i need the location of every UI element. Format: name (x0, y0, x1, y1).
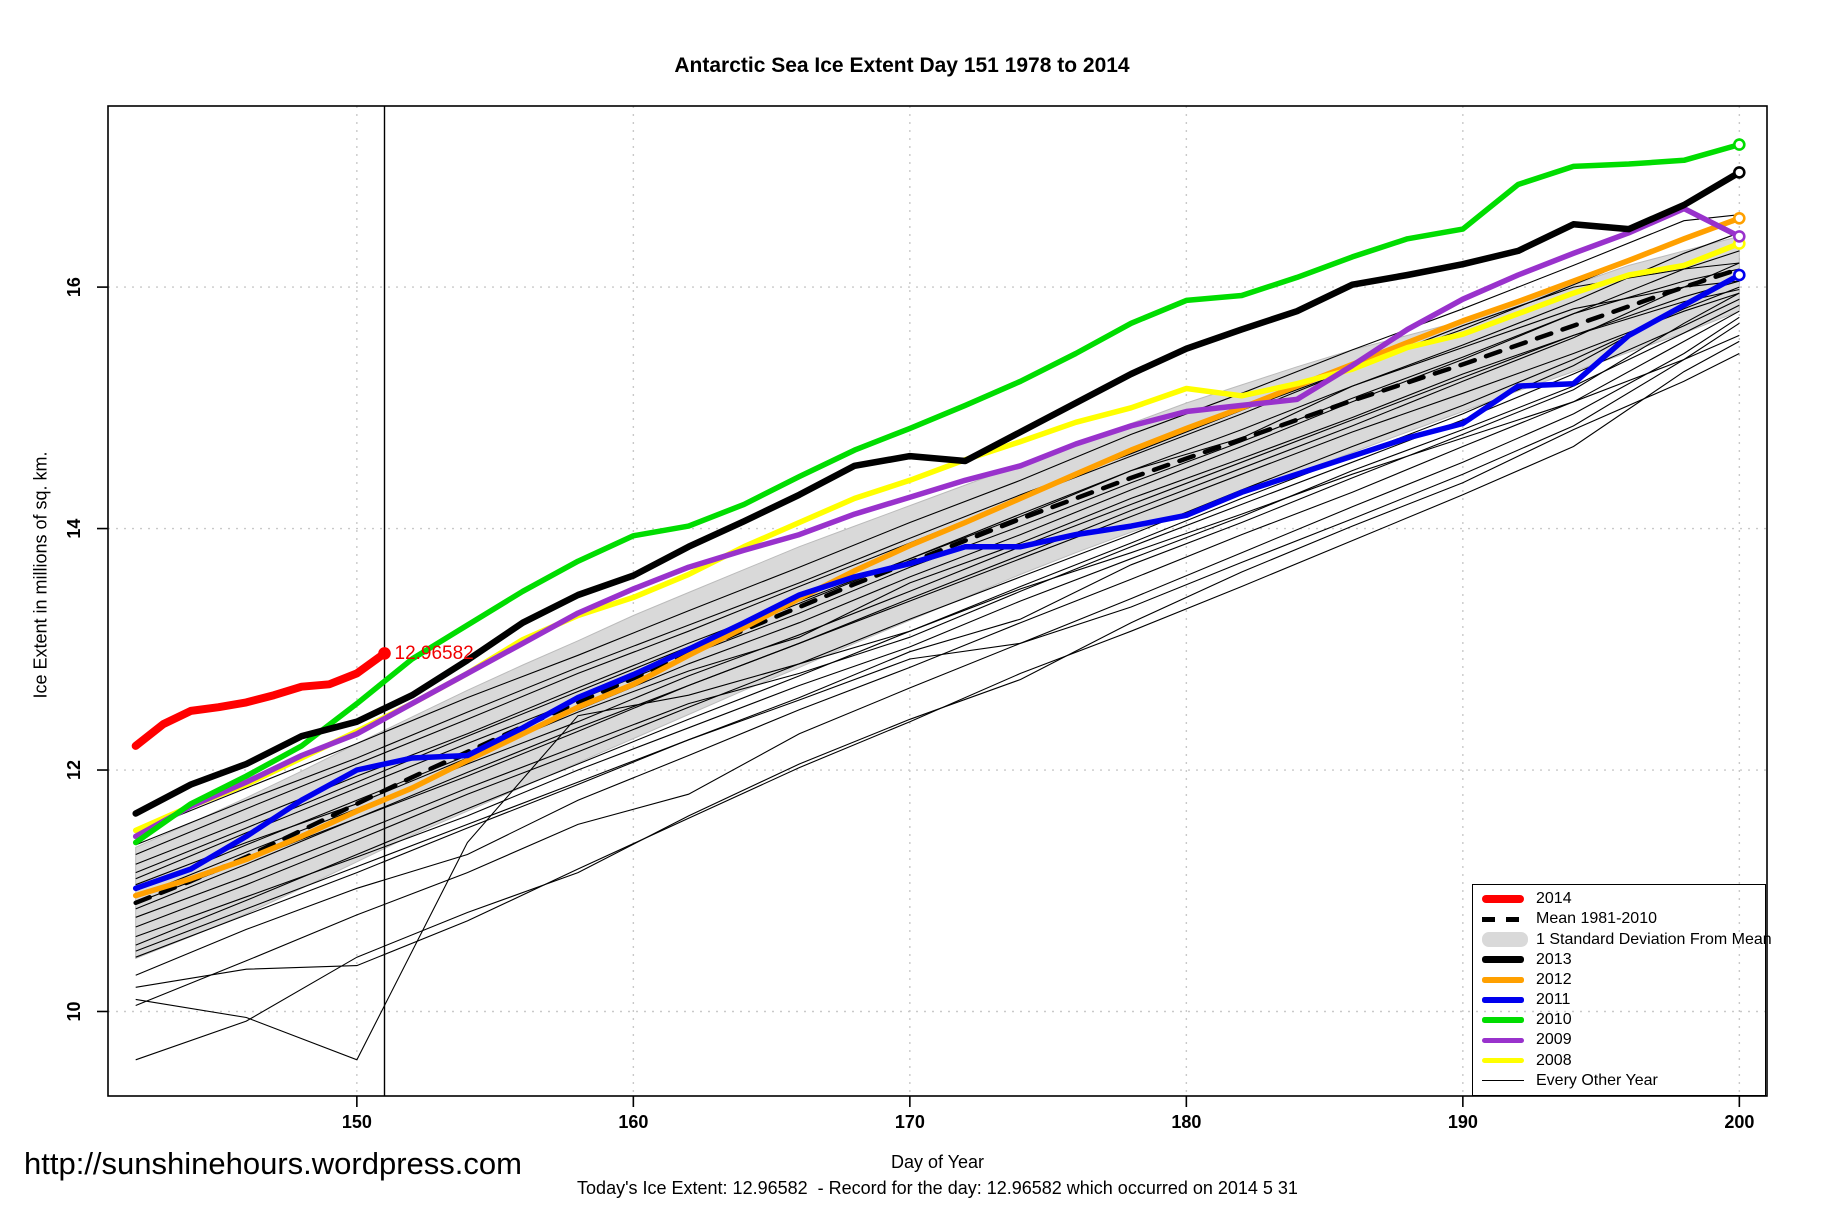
every-other-year-line (135, 280, 1740, 865)
x-tick-label: 190 (1448, 1112, 1478, 1132)
legend-swatch (1482, 1037, 1524, 1044)
legend-label: 2014 (1536, 890, 1572, 908)
legend-label: Every Other Year (1536, 1071, 1658, 1089)
y-tick-label: 10 (64, 1001, 84, 1021)
y-tick-label: 12 (64, 760, 84, 780)
series-2012 (132, 215, 1743, 899)
legend-swatch (1482, 895, 1524, 904)
legend-item-2012: 2012 (1473, 970, 1765, 988)
x-tick-label: 170 (895, 1112, 925, 1132)
legend-item-every-other-year: Every Other Year (1473, 1071, 1765, 1089)
legend-label: 2012 (1536, 970, 1572, 988)
every-other-year-line (135, 286, 1740, 928)
every-other-year-line (135, 292, 1740, 958)
legend-swatch (1482, 977, 1524, 983)
legend-item-2014: 2014 (1473, 891, 1765, 907)
every-other-year-line (135, 288, 1740, 886)
every-other-year-line (135, 334, 1740, 1061)
every-other-year-line (135, 310, 1740, 976)
watermark-url: http://sunshinehours.wordpress.com (24, 1146, 522, 1181)
legend-item-1-standard-deviation-from-mean: 1 Standard Deviation From Mean (1473, 931, 1772, 948)
legend-label: 2010 (1536, 1011, 1572, 1029)
legend-label: 2013 (1536, 950, 1572, 968)
axis-ticks: 150 160 170 180 190 200 10 12 14 16 (64, 277, 1754, 1132)
every-other-year-line (135, 316, 1740, 1007)
plot-border (107, 105, 1768, 1097)
x-tick-label: 200 (1724, 1112, 1754, 1132)
every-other-year-line (135, 292, 1740, 904)
series-end-marker-2013 (1733, 166, 1746, 179)
chart-title: Antarctic Sea Ice Extent Day 151 1978 to… (674, 54, 1130, 77)
every-other-year-line (135, 304, 1740, 938)
every-other-year-line (135, 298, 1740, 918)
series-mean-1981-2010 (133, 266, 1742, 906)
every-other-year-line (135, 262, 1740, 910)
every-other-year-line (135, 214, 1740, 834)
legend-swatch (1482, 916, 1524, 922)
series-2011 (132, 272, 1743, 892)
legend-item-2009: 2009 (1473, 1032, 1765, 1048)
series-2009 (132, 205, 1743, 840)
y-tick-label: 14 (64, 519, 84, 539)
legend-swatch (1482, 997, 1524, 1003)
every-other-year-line (135, 340, 1740, 988)
series-end-marker-2011 (1733, 268, 1746, 282)
series-end-marker-2010 (1733, 138, 1746, 151)
series-end-marker-2014 (378, 647, 391, 660)
series-end-marker-2009 (1733, 230, 1746, 243)
legend-label: 1 Standard Deviation From Mean (1536, 930, 1772, 948)
legend-swatch (1482, 932, 1528, 948)
every-other-year-line (135, 353, 1740, 1061)
x-tick-label: 160 (618, 1112, 648, 1132)
series-2010 (132, 141, 1743, 846)
y-axis-title: Ice Extent in millions of sq. km. (30, 451, 51, 699)
legend-label: 2008 (1536, 1051, 1572, 1069)
legend-swatch (1482, 1017, 1524, 1023)
y-tick-label: 16 (64, 277, 84, 297)
series-end-marker-2012 (1733, 212, 1746, 225)
footer-note: Today's Ice Extent: 12.96582 - Record fo… (577, 1178, 1298, 1198)
legend-item-2013: 2013 (1473, 950, 1765, 968)
legend-label: 2011 (1536, 991, 1571, 1009)
every-other-year-line (135, 274, 1740, 946)
legend-swatch (1482, 1079, 1524, 1082)
every-other-year-line (135, 322, 1740, 952)
legend-item-2011: 2011 (1473, 992, 1765, 1008)
legend-label: Mean 1981-2010 (1536, 910, 1657, 928)
x-axis-title: Day of Year (890, 1152, 985, 1172)
x-tick-label: 180 (1171, 1112, 1201, 1132)
legend-item-mean-1981-2010: Mean 1981-2010 (1473, 911, 1765, 927)
every-other-year-line (135, 262, 1740, 846)
legend-swatch (1482, 1057, 1524, 1064)
legend-swatch (1482, 956, 1524, 963)
series-2014 (131, 649, 389, 750)
legend-item-2010: 2010 (1473, 1012, 1765, 1028)
legend: 2014 Mean 1981-2010 1 Standard Deviation F… (1472, 884, 1772, 1096)
ice-extent-annotation: 12.96582 (394, 643, 474, 665)
gridlines (108, 106, 1767, 1096)
x-tick-label: 150 (342, 1112, 372, 1132)
legend-label: 2009 (1536, 1031, 1572, 1049)
legend-item-2008: 2008 (1473, 1051, 1765, 1069)
series-2013 (132, 169, 1743, 817)
